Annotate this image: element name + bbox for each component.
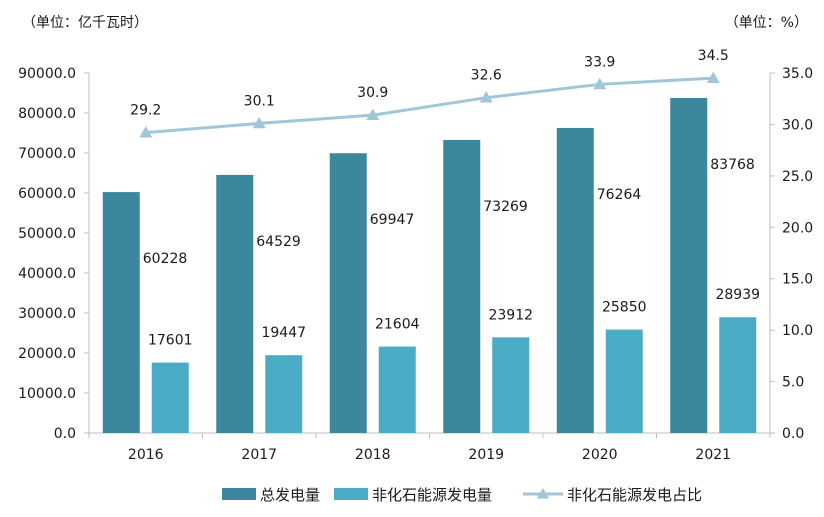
bar-nonfossil-generation <box>378 346 416 433</box>
axes: 0.0 10000.0 20000.0 30000.0 40000.0 50000.0 60… <box>18 66 813 463</box>
data-label-ratio: 33.9 <box>584 54 615 70</box>
right-axis-tick-label: 0.0 <box>782 426 804 442</box>
ratio-marker <box>366 108 380 121</box>
bar-total-generation <box>102 192 140 433</box>
bar-nonfossil-generation <box>492 337 530 433</box>
legend-label: 非化石能源发电量 <box>372 486 492 504</box>
left-axis-tick-label: 90000.0 <box>18 66 76 82</box>
left-axis-tick-label: 40000.0 <box>18 266 76 282</box>
left-axis-tick-label: 30000.0 <box>18 306 76 322</box>
data-label-ratio: 34.5 <box>698 48 729 64</box>
data-label-nonfossil: 21604 <box>375 317 420 333</box>
left-axis-tick-label: 70000.0 <box>18 146 76 162</box>
legend-swatch <box>334 488 368 500</box>
bar-total-generation <box>443 139 481 433</box>
x-axis-tick-label: 2021 <box>695 447 731 463</box>
data-label-ratio: 32.6 <box>471 68 502 84</box>
ratio-line <box>139 71 720 138</box>
legend-swatch <box>222 488 256 500</box>
data-label-ratio: 30.9 <box>357 85 388 101</box>
data-label-total: 83768 <box>710 157 755 173</box>
ratio-marker <box>479 91 493 103</box>
left-axis-tick-label: 0.0 <box>54 426 76 442</box>
data-label-total: 69947 <box>370 212 415 228</box>
data-label-nonfossil: 25850 <box>602 300 647 316</box>
right-axis-tick-label: 20.0 <box>782 220 813 236</box>
left-axis-tick-label: 50000.0 <box>18 226 76 242</box>
data-label-nonfossil: 23912 <box>488 307 533 323</box>
x-axis-tick-label: 2018 <box>355 447 391 463</box>
right-axis-tick-label: 10.0 <box>782 323 813 339</box>
ratio-line-path <box>145 76 714 135</box>
legend-label: 总发电量 <box>260 486 320 504</box>
data-label-total: 73269 <box>483 199 528 215</box>
data-labels: 60228 17601 64529 19447 69947 21604 73269 23912… <box>130 48 760 348</box>
right-axis-tick-label: 15.0 <box>782 272 813 288</box>
right-axis-tick-label: 30.0 <box>782 117 813 133</box>
bar-total-generation <box>670 97 708 433</box>
bar-total-generation <box>556 127 594 433</box>
ratio-marker <box>706 71 720 84</box>
ratio-marker <box>593 77 607 90</box>
bar-total-generation <box>216 174 254 433</box>
legend: 总发电量 非化石能源发电量 非化石能源发电占比 <box>222 486 702 504</box>
ratio-marker <box>252 116 266 129</box>
data-label-total: 60228 <box>143 251 188 267</box>
left-axis-unit-label: （单位：亿千瓦时） <box>22 15 148 31</box>
data-label-nonfossil: 19447 <box>261 325 306 341</box>
data-label-nonfossil: 28939 <box>715 287 760 303</box>
data-label-ratio: 30.1 <box>244 93 275 109</box>
data-label-ratio: 29.2 <box>130 103 161 119</box>
x-axis-tick-label: 2020 <box>582 447 618 463</box>
right-axis-tick-label: 35.0 <box>782 66 813 82</box>
left-axis-tick-label: 10000.0 <box>18 386 76 402</box>
bar-nonfossil-generation <box>151 362 189 433</box>
left-axis-tick-label: 20000.0 <box>18 346 76 362</box>
right-axis-tick-label: 5.0 <box>782 375 804 391</box>
x-axis-tick-label: 2019 <box>468 447 504 463</box>
data-label-total: 64529 <box>256 234 301 250</box>
x-axis-tick-label: 2017 <box>241 447 277 463</box>
bar-nonfossil-generation <box>605 329 643 433</box>
right-axis-tick-label: 25.0 <box>782 169 813 185</box>
bars <box>102 97 757 433</box>
bar-total-generation <box>329 153 367 433</box>
legend-label: 非化石能源发电占比 <box>567 486 702 504</box>
data-label-total: 76264 <box>597 187 642 203</box>
right-axis-unit-label: （单位：%） <box>725 15 808 31</box>
data-label-nonfossil: 17601 <box>148 333 193 349</box>
left-axis-tick-label: 60000.0 <box>18 186 76 202</box>
bar-nonfossil-generation <box>719 317 757 433</box>
ratio-marker <box>139 126 153 138</box>
left-axis-tick-label: 80000.0 <box>18 106 76 122</box>
x-axis-tick-label: 2016 <box>128 447 164 463</box>
legend-marker <box>537 488 549 499</box>
bar-nonfossil-generation <box>265 355 303 433</box>
